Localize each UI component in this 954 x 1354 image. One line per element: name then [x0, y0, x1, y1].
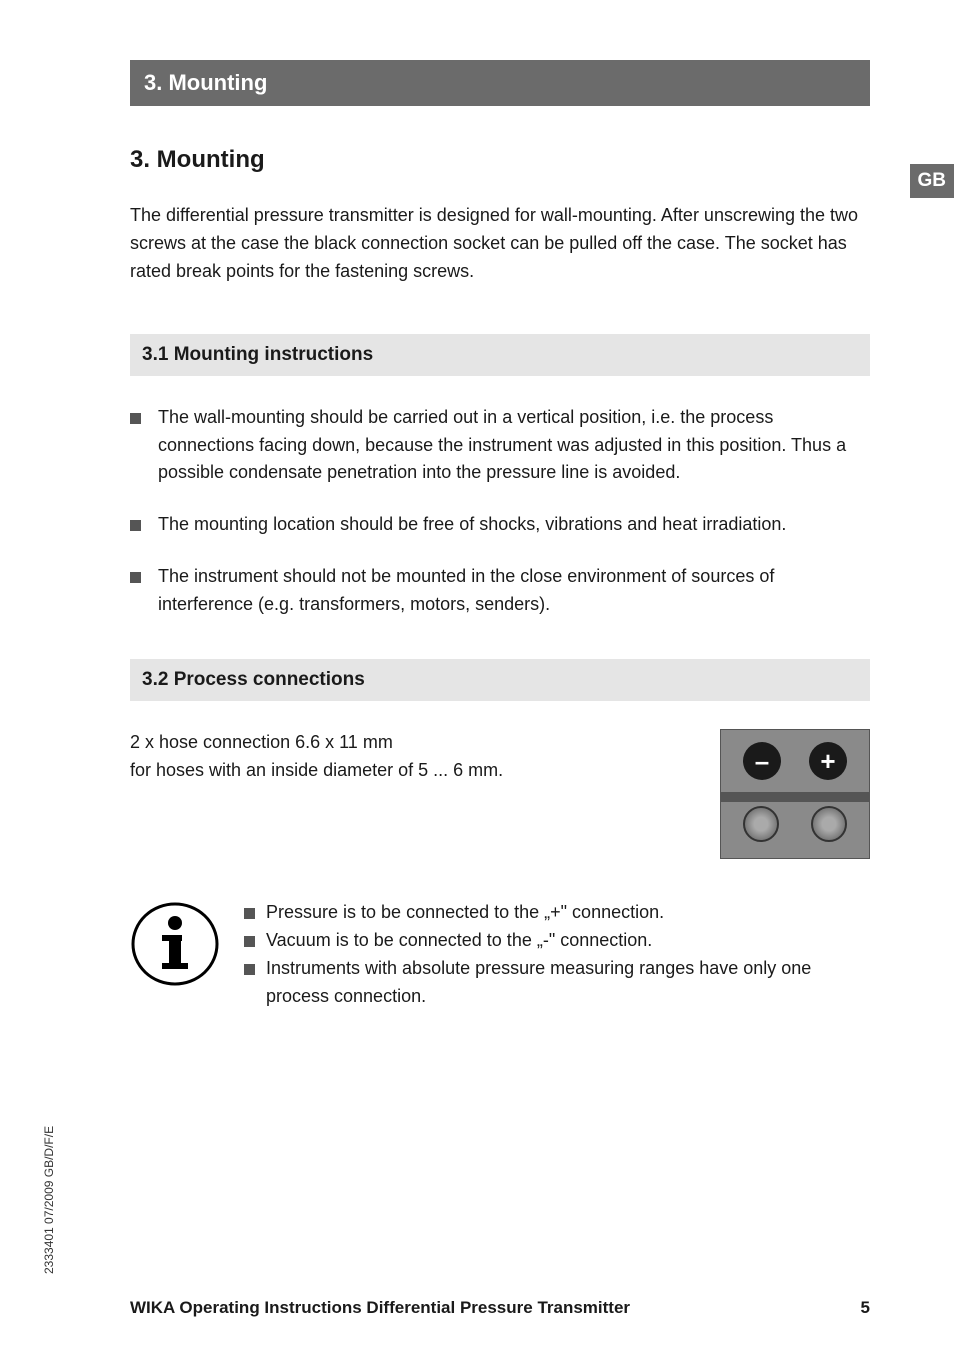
process-line-1: 2 x hose connection 6.6 x 11 mm: [130, 729, 503, 757]
port-minus-icon: –: [743, 742, 781, 780]
document-code: 2333401 07/2009 GB/D/F/E: [42, 1126, 56, 1274]
subsection-3-1-title: 3.1 Mounting instructions: [130, 334, 870, 376]
subsection-3-2-title: 3.2 Process connections: [130, 659, 870, 701]
list-item: Vacuum is to be connected to the „-" con…: [244, 927, 870, 955]
connector-image: – +: [720, 729, 870, 859]
header-bar: 3. Mounting: [130, 60, 870, 106]
page-number: 5: [861, 1298, 870, 1318]
list-item: Instruments with absolute pressure measu…: [244, 955, 870, 1011]
process-line-2: for hoses with an inside diameter of 5 .…: [130, 757, 503, 785]
footer: WIKA Operating Instructions Differential…: [130, 1298, 870, 1318]
section-title: 3. Mounting: [130, 146, 870, 174]
info-list: Pressure is to be connected to the „+" c…: [244, 899, 870, 1011]
screw-icon: [811, 806, 847, 842]
screw-icon: [743, 806, 779, 842]
mounting-instructions-list: The wall-mounting should be carried out …: [130, 404, 870, 619]
intro-paragraph: The differential pressure transmitter is…: [130, 202, 870, 286]
info-row: Pressure is to be connected to the „+" c…: [130, 899, 870, 1011]
connector-divider: [721, 792, 869, 802]
list-item: The instrument should not be mounted in …: [130, 563, 870, 619]
list-item: The wall-mounting should be carried out …: [130, 404, 870, 488]
process-connections-row: 2 x hose connection 6.6 x 11 mm for hose…: [130, 729, 870, 859]
list-item: The mounting location should be free of …: [130, 511, 870, 539]
info-icon: [130, 899, 220, 989]
footer-text: WIKA Operating Instructions Differential…: [130, 1298, 630, 1318]
page-content: 3. Mounting 3. Mounting The differential…: [0, 0, 954, 1051]
port-plus-icon: +: [809, 742, 847, 780]
list-item: Pressure is to be connected to the „+" c…: [244, 899, 870, 927]
process-text: 2 x hose connection 6.6 x 11 mm for hose…: [130, 729, 503, 785]
